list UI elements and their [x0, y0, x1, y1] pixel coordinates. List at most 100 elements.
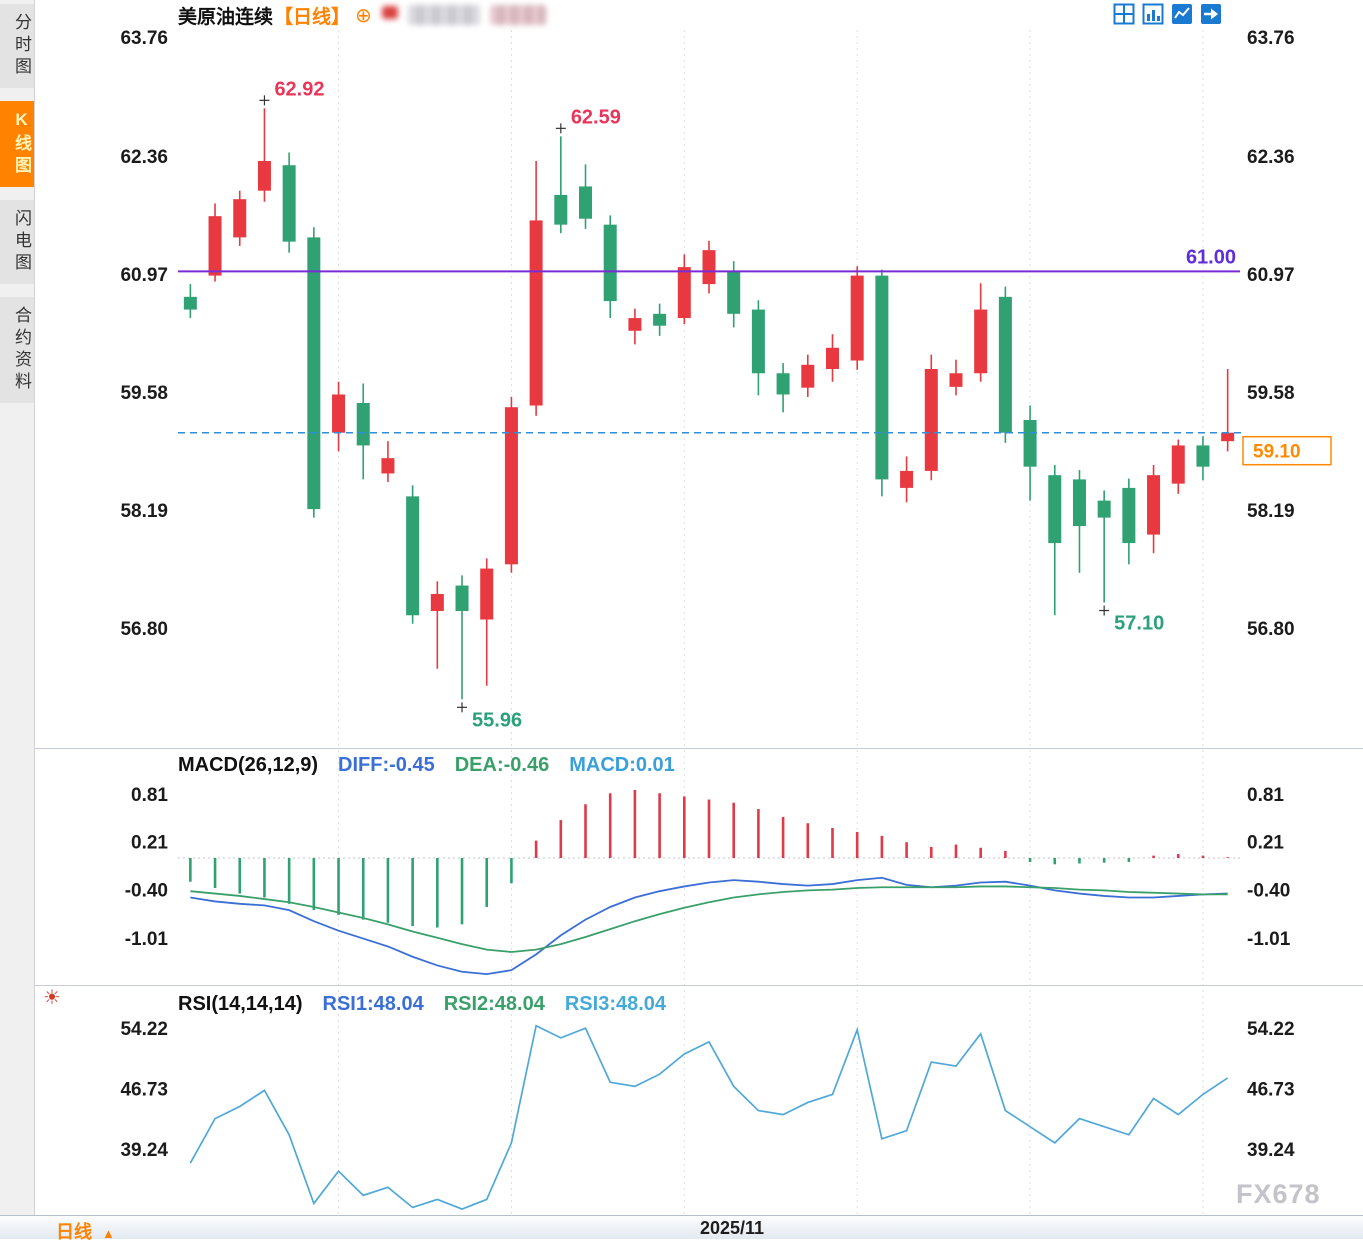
price-annotation: 57.10	[1114, 613, 1164, 635]
axis-tick-label: 39.24	[120, 1140, 168, 1161]
axis-tick-label: 58.19	[120, 501, 168, 522]
rsi-label: RSI(14,14,14)	[178, 993, 303, 1015]
axis-tick-label: 0.21	[131, 832, 168, 853]
axis-tick-label: 58.19	[1247, 501, 1295, 522]
candle-body-down	[727, 271, 741, 314]
current-price-box	[1242, 435, 1332, 466]
axis-labels: 63.76 63.76 62.36 62.36 60.97 60.97 59.58 59.58…	[120, 28, 1295, 1161]
macd-dea-line	[190, 885, 1228, 953]
sidebar-tab-contract-info[interactable]: 合约资料	[0, 297, 34, 403]
candle-body-up	[381, 458, 395, 474]
rsi-indicator-row: RSI(14,14,14) RSI1:48.04 RSI2:48.04 RSI3…	[178, 993, 666, 1016]
candle-body-down	[1023, 419, 1037, 467]
rsi3-value: RSI3:48.04	[564, 993, 667, 1015]
macd-histogram	[189, 790, 1229, 928]
candle-body-up	[208, 216, 222, 276]
add-indicator-icon[interactable]: ⊕	[355, 4, 372, 27]
axis-tick-label: 60.97	[1247, 265, 1295, 286]
watermark: FX678	[1236, 1179, 1321, 1209]
chart-area: 63.76 63.76 62.36 62.36 60.97 60.97 59.58 59.58…	[35, 0, 1363, 1239]
candle-body-up	[1171, 445, 1185, 484]
period-tag: 【日线】	[274, 6, 351, 28]
area-chart-icon[interactable]	[1171, 3, 1193, 25]
candle-body-up	[257, 160, 271, 191]
axis-tick-label: 0.21	[1247, 832, 1284, 853]
redacted-marker	[381, 6, 398, 19]
chevron-up-icon: ▲	[102, 1226, 115, 1241]
candle-body-down	[1097, 500, 1111, 518]
candle-body-down	[406, 496, 420, 616]
candle-body-up	[233, 199, 247, 238]
grid-layout-icon[interactable]	[1113, 3, 1135, 25]
axis-tick-label: 54.22	[120, 1019, 168, 1040]
candle-body-down	[998, 296, 1012, 433]
axis-tick-label: 54.22	[1247, 1019, 1295, 1040]
axis-tick-label: 59.58	[1247, 383, 1295, 404]
candle-body-down	[183, 296, 197, 310]
sun-icon[interactable]: ☀	[43, 987, 61, 1009]
axis-tick-label: 39.24	[1247, 1140, 1295, 1161]
candle-body-down	[554, 194, 568, 225]
rsi1-value: RSI1:48.04	[322, 993, 424, 1015]
period-tab-label: 日线	[56, 1222, 92, 1242]
axis-tick-label: 62.36	[1247, 147, 1295, 168]
axis-tick-label: 0.81	[1247, 785, 1284, 806]
candle-body-down	[1072, 479, 1086, 527]
candle-body-up	[702, 250, 716, 285]
candle-body-down	[653, 313, 667, 326]
rsi-line	[189, 1024, 1229, 1211]
sidebar: 分时图 K线图 闪电图 合约资料	[0, 0, 35, 1215]
candle-body-down	[1196, 445, 1210, 467]
macd-dea-value: DEA:-0.46	[454, 754, 550, 776]
candle-body-down	[875, 275, 889, 480]
axis-tick-label: -0.40	[1247, 881, 1290, 902]
bottom-bar: 日线 ▲ 2025/11	[0, 1215, 1363, 1242]
candle-body-down	[579, 186, 593, 219]
candle-body-up	[504, 407, 518, 565]
candle-body-up	[801, 364, 815, 388]
candle-body-up	[480, 568, 494, 620]
sidebar-tab-time-chart[interactable]: 分时图	[0, 4, 34, 88]
macd-value: MACD:0.01	[569, 754, 675, 776]
export-icon[interactable]	[1200, 3, 1222, 25]
axis-tick-label: 56.80	[1247, 619, 1295, 640]
candle-body-down	[307, 237, 321, 510]
candle-body-up	[850, 275, 864, 361]
redacted-text	[407, 5, 480, 25]
current-price-value: 59.10	[1253, 442, 1301, 463]
period-tab-daily[interactable]: 日线 ▲	[56, 1218, 115, 1244]
price-annotation: 62.92	[274, 78, 324, 100]
sidebar-tab-kline-chart[interactable]: K线图	[0, 101, 34, 187]
x-axis-date-label: 2025/11	[700, 1218, 765, 1238]
candle-body-up	[949, 373, 963, 387]
candle-body-up	[924, 369, 938, 471]
candle-body-up	[1147, 475, 1161, 535]
macd-label: MACD(26,12,9)	[178, 754, 319, 776]
candle-body-up	[628, 318, 642, 331]
sidebar-tab-lightning-chart[interactable]: 闪电图	[0, 200, 34, 284]
chart-canvas[interactable]: 63.76 63.76 62.36 62.36 60.97 60.97 59.58 59.58…	[35, 0, 1363, 1239]
rsi2-value: RSI2:48.04	[443, 993, 545, 1015]
resistance-line-label: 61.00	[1186, 246, 1236, 268]
macd-diff-value: DIFF:-0.45	[338, 754, 435, 776]
price-annotation: 55.96	[472, 709, 522, 731]
axis-tick-label: 56.80	[120, 619, 168, 640]
candles-layer	[183, 108, 1235, 700]
axis-tick-label: 46.73	[1247, 1080, 1295, 1101]
candle-body-up	[677, 267, 691, 319]
candle-body-down	[455, 585, 469, 612]
candle-body-down	[282, 165, 296, 242]
candle-body-up	[825, 347, 839, 370]
axis-tick-label: -1.01	[125, 929, 169, 950]
candle-body-down	[776, 373, 790, 395]
axis-tick-label: 46.73	[120, 1080, 168, 1101]
candle-body-up	[974, 309, 988, 374]
column-chart-icon[interactable]	[1142, 3, 1164, 25]
candle-body-down	[603, 224, 617, 302]
candle-body-down	[1048, 475, 1062, 544]
axis-tick-label: 59.58	[120, 383, 168, 404]
axis-tick-label: 60.97	[120, 265, 168, 286]
symbol-title: 美原油连续	[178, 6, 274, 28]
candle-body-down	[751, 309, 765, 374]
axis-tick-label: 62.36	[120, 147, 168, 168]
